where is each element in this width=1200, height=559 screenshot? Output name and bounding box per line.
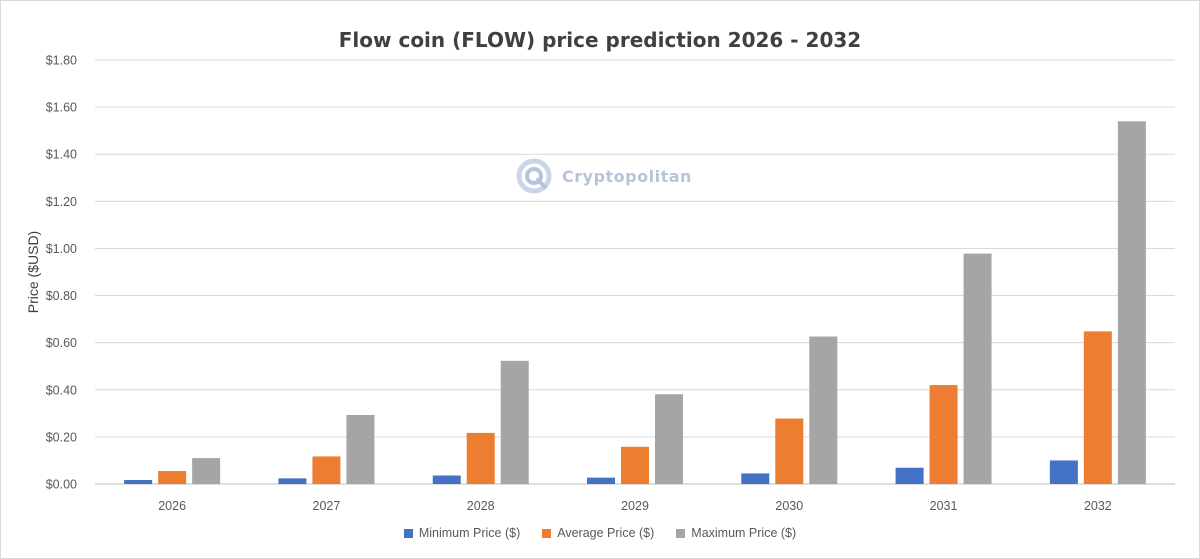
legend-label: Average Price ($) [557,526,655,540]
x-tick-label: 2032 [1084,499,1112,513]
legend: Minimum Price ($) Average Price ($) Maximu… [0,526,1200,540]
bar-minimum-2029 [587,477,615,484]
bar-minimum-2032 [1049,460,1078,484]
bar-minimum-2030 [741,473,770,484]
y-tick-label: $0.40 [46,383,77,397]
x-tick-label: 2030 [775,499,803,513]
y-tick-label: $1.40 [46,148,77,162]
x-tick-label: 2026 [158,499,186,513]
legend-swatch [542,528,552,538]
bar-average-2029 [621,446,649,484]
y-tick-label: $0.00 [46,478,77,492]
bar-average-2030 [775,418,804,484]
x-tick-label: 2029 [621,499,649,513]
bar-minimum-2028 [432,475,461,484]
bar-minimum-2026 [124,479,153,484]
watermark: Cryptopolitan [516,158,692,194]
bar-average-2026 [158,471,187,484]
bar-minimum-2031 [895,467,924,484]
bar-maximum-2029 [655,394,683,484]
y-tick-label: $0.60 [46,336,77,350]
bar-average-2032 [1083,331,1112,484]
y-tick-label: $1.00 [46,242,77,256]
legend-label: Maximum Price ($) [691,526,797,540]
bars [124,121,1146,484]
chart-title: Flow coin (FLOW) price prediction 2026 -… [338,28,862,52]
bar-maximum-2027 [346,414,375,484]
legend-item: Maximum Price ($) [676,526,796,540]
x-tick-label: 2031 [930,499,958,513]
y-tick-label: $0.80 [46,289,77,303]
grid-lines [95,59,1175,485]
legend-swatch [676,528,686,538]
legend-item: Minimum Price ($) [403,526,521,540]
bar-maximum-2031 [963,253,992,484]
y-tick-label: $1.80 [46,54,77,68]
bar-average-2028 [466,432,495,484]
bar-maximum-2026 [192,458,221,484]
bar-minimum-2027 [278,478,307,484]
y-tick-label: $1.60 [46,101,77,115]
legend-label: Minimum Price ($) [418,526,521,540]
bar-average-2027 [312,456,341,484]
watermark-text: Cryptopolitan [562,166,692,186]
bar-maximum-2030 [809,336,838,484]
cryptopolitan-logo-icon [516,158,552,194]
bar-maximum-2028 [500,360,529,484]
bar-average-2031 [929,385,958,484]
legend-item: Average Price ($) [542,526,654,540]
x-axis-ticks: 2026 2027 2028 2029 2030 2031 2032 [158,499,1112,513]
legend-swatch [403,528,413,538]
x-tick-label: 2027 [313,499,341,513]
y-tick-label: $0.20 [46,430,77,444]
x-tick-label: 2028 [467,499,495,513]
y-tick-label: $1.20 [46,195,77,209]
bar-maximum-2032 [1117,121,1146,484]
y-axis-ticks: $0.00 $0.20 $0.40 $0.60 $0.80 $1.00 $1.20 $1.40… [46,54,77,492]
